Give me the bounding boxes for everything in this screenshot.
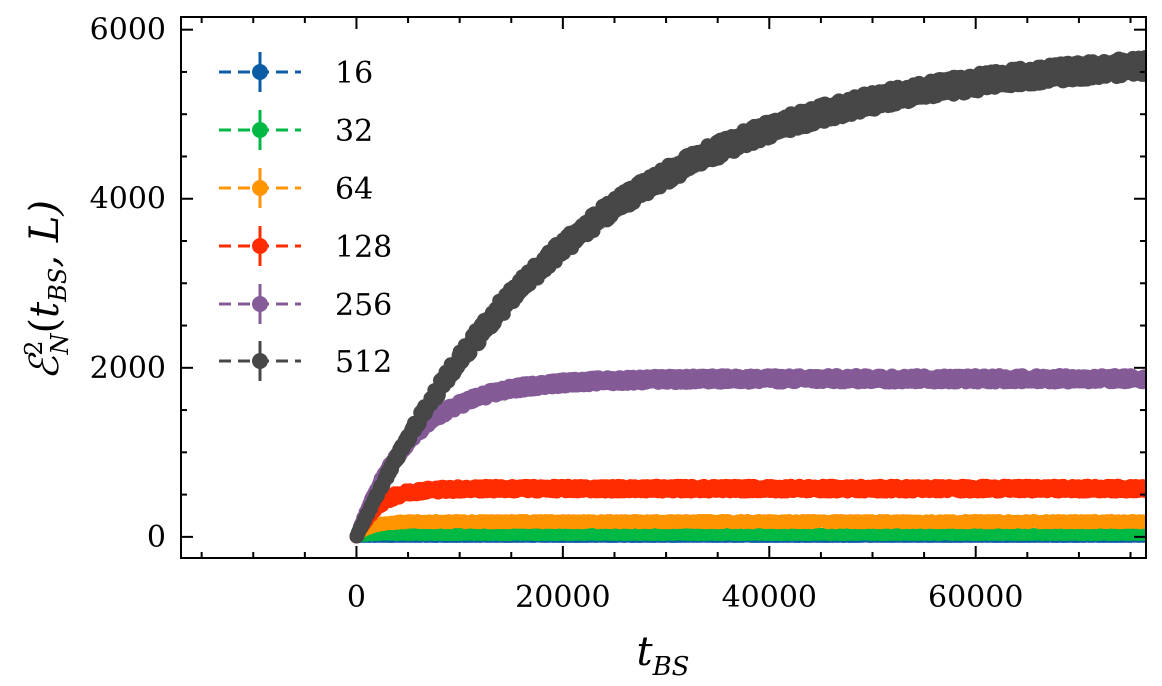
series-32 <box>350 527 1146 543</box>
plot-area <box>349 50 1146 544</box>
